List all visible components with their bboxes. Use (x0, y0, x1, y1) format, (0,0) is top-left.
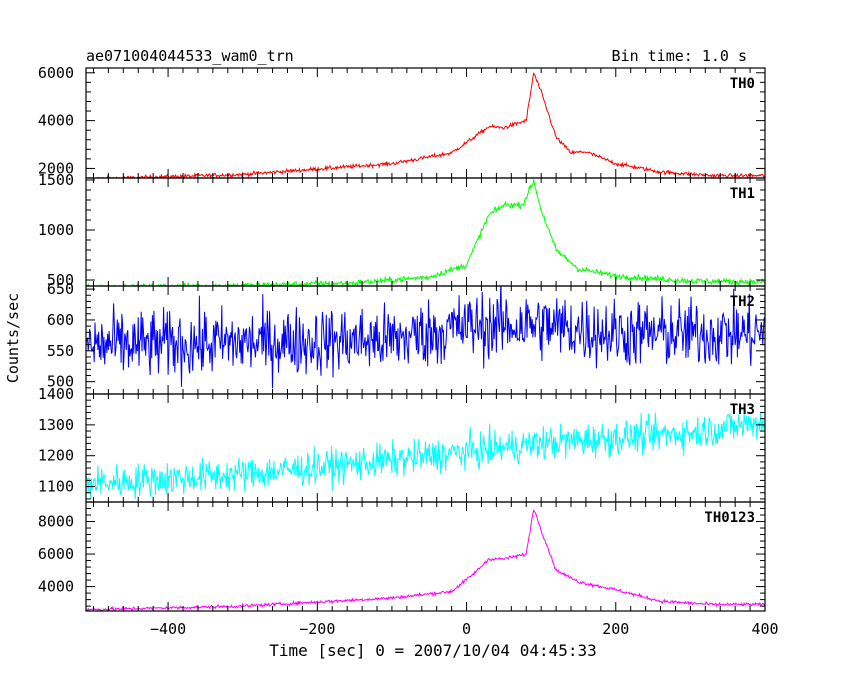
panels-group: 200040006000TH050010001500TH150055060065… (38, 64, 779, 638)
bin-time-label: Bin time: 1.0 s (612, 47, 747, 65)
observation-title: ae071004044533_wam0_trn (86, 47, 294, 65)
panel-th3: 1100 1200 1300 1400 TH3 (38, 385, 766, 503)
y-tick-label: 1300 (38, 416, 74, 434)
y-tick-label: 1500 (38, 171, 74, 189)
series-line-th1 (87, 179, 765, 286)
x-tick-label: 200 (602, 620, 629, 638)
x-tick-label: −200 (299, 620, 335, 638)
y-tick-label: 2000 (38, 159, 74, 177)
panel-th0: 2000 4000 6000 TH0 (38, 64, 766, 179)
x-tick-label: −400 (150, 620, 186, 638)
y-tick-label: 6000 (38, 545, 74, 563)
y-tick-label: 500 (47, 271, 74, 289)
y-tick-label: 8000 (38, 513, 74, 531)
panel-frame (85, 177, 766, 287)
x-axis-label: Time [sec] 0 = 2007/10/04 04:45:33 (269, 641, 597, 660)
panel-frame (85, 67, 766, 179)
y-tick-label: 1400 (38, 385, 74, 403)
panel-label: TH0 (730, 76, 755, 92)
series-line-th2 (86, 286, 765, 389)
x-tick-label: 0 (462, 620, 471, 638)
y-tick-label: 600 (47, 311, 74, 329)
panel-label: TH2 (730, 294, 755, 310)
y-tick-label: 1000 (38, 221, 74, 239)
series-line-th0 (86, 72, 765, 178)
panel-label: TH3 (730, 402, 755, 418)
panel-th0123: 4000 6000 8000 TH0123 (38, 501, 766, 612)
y-tick-label: 550 (47, 342, 74, 360)
y-tick-label: 650 (47, 280, 74, 298)
y-tick-label: 4000 (38, 112, 74, 130)
y-tick-label: 1200 (38, 447, 74, 465)
panel-th1: 500 1000 1500 TH1 (38, 171, 766, 289)
y-tick-label: 4000 (38, 578, 74, 596)
series-line-th3 (86, 412, 765, 500)
x-tick-label: 400 (751, 620, 778, 638)
y-tick-label: 6000 (38, 64, 74, 82)
panel-th2: 500 550 600 650 TH2 (47, 280, 766, 395)
y-tick-label: 1100 (38, 478, 74, 496)
panel-frame (85, 501, 766, 612)
panel-label: TH1 (730, 186, 755, 202)
y-tick-label: 500 (47, 373, 74, 391)
panel-label: TH0123 (704, 510, 755, 526)
series-line-th0123 (86, 509, 765, 611)
y-axis-label: Counts/sec (4, 293, 22, 383)
